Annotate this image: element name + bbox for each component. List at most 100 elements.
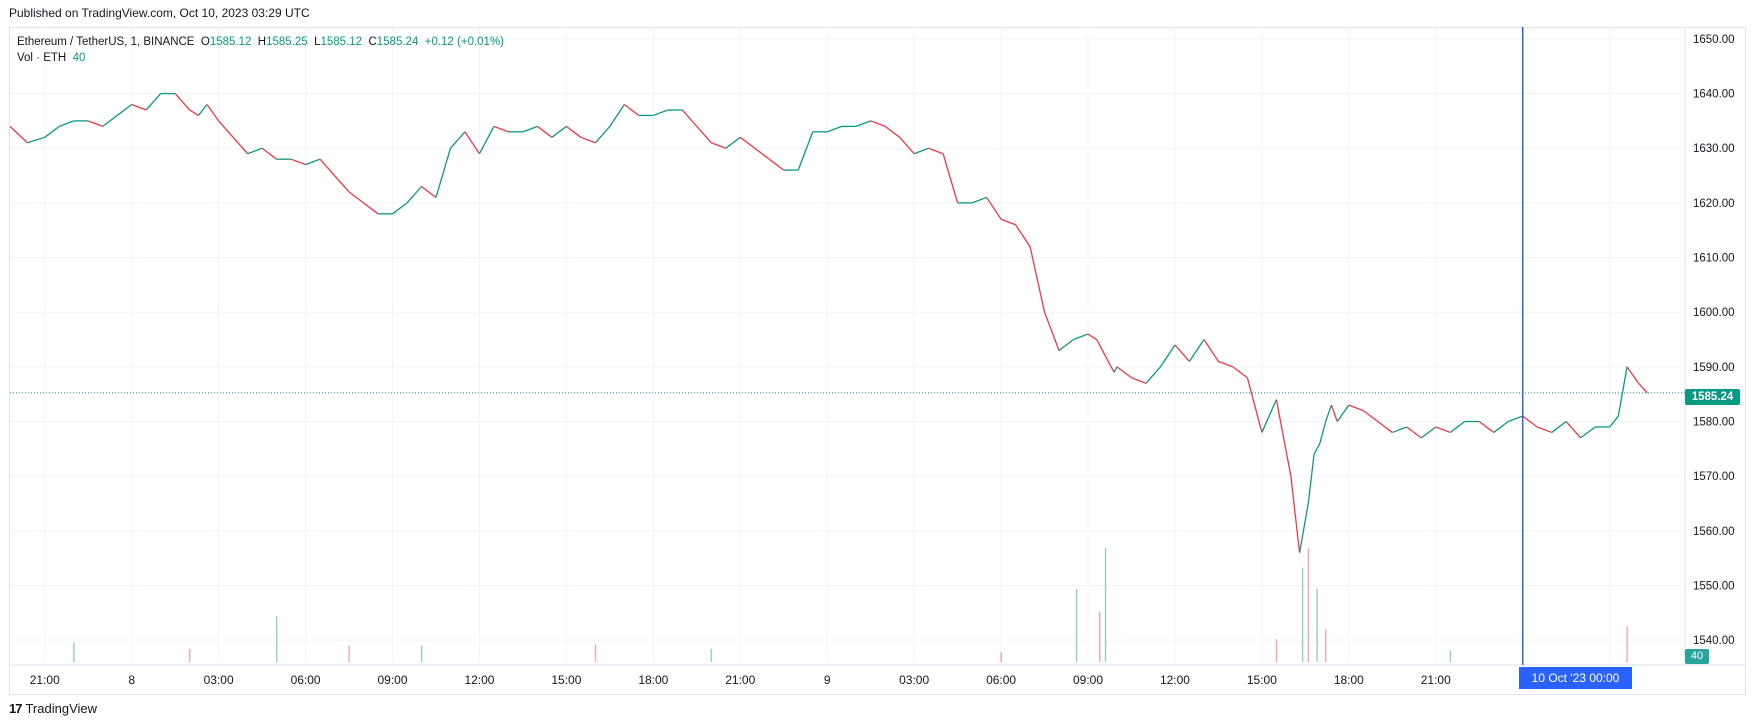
price-segment (1435, 426, 1451, 434)
chart-frame[interactable] (9, 27, 1746, 695)
price-segment (131, 103, 147, 111)
legend-close-label: C (368, 36, 377, 48)
price-segment (305, 158, 321, 166)
chart-legend: Ethereum / TetherUS, 1, BINANCE O1585.12… (17, 34, 504, 66)
price-segment (1617, 366, 1628, 417)
price-segment (1145, 366, 1161, 384)
price-segment (870, 120, 886, 127)
volume-bar (1316, 588, 1318, 662)
y-tick-label: 1600.00 (1693, 307, 1735, 319)
price-segment (884, 125, 901, 138)
volume-bar (1301, 567, 1304, 662)
price-segment (1307, 454, 1315, 504)
price-segment (1218, 360, 1234, 368)
price-segment (421, 185, 437, 198)
volume-bar (594, 644, 597, 662)
price-segment (1131, 377, 1147, 384)
volume-tag: 40 (1685, 649, 1709, 664)
x-tick-label: 12:00 (464, 673, 494, 687)
legend-low: 1585.12 (320, 36, 363, 48)
published-note: Published on TradingView.com, Oct 10, 20… (9, 6, 310, 20)
last-price-tag: 1585.24 (1685, 389, 1740, 405)
price-segment (261, 147, 278, 160)
price-segment (232, 136, 249, 155)
x-tick-label: 06:00 (986, 673, 1016, 687)
price-segment (609, 104, 625, 127)
x-tick-label: 03:00 (204, 673, 234, 687)
price-segment (449, 131, 466, 149)
legend-high-label: H (257, 36, 267, 48)
x-tick-label: 09:00 (1073, 673, 1103, 687)
price-segment (711, 142, 727, 149)
y-tick-label: 1640.00 (1693, 89, 1735, 101)
price-segment (1377, 420, 1393, 433)
price-segment (1565, 421, 1582, 439)
price-segment (1313, 443, 1321, 455)
x-tick-label: 09:00 (378, 673, 408, 687)
x-tick-label: 15:00 (1247, 673, 1277, 687)
price-segment (493, 125, 509, 133)
price-segment (319, 158, 336, 176)
price-segment (754, 147, 770, 160)
legend-high: 1585.25 (266, 36, 308, 48)
x-tick-label: 15:00 (551, 673, 581, 687)
price-segment (334, 175, 350, 193)
legend-volume-value: 40 (72, 52, 86, 64)
price-segment (1029, 246, 1046, 313)
price-segment (1626, 366, 1640, 384)
volume-bar (420, 645, 423, 662)
price-segment (826, 125, 842, 133)
legend-main-row: Ethereum / TetherUS, 1, BINANCE O1585.12… (17, 34, 504, 50)
legend-low-label: L (314, 36, 321, 48)
legend-volume-row: Vol · ETH 40 (17, 50, 504, 66)
price-segment (1015, 224, 1031, 247)
price-segment (1058, 339, 1074, 351)
tradingview-logo[interactable]: 17 TradingView (9, 701, 97, 716)
price-segment (928, 147, 944, 155)
legend-open: 1585.12 (209, 36, 252, 48)
price-segment (1319, 421, 1327, 444)
y-tick-label: 1650.00 (1693, 34, 1735, 46)
price-segment (1104, 355, 1115, 373)
x-tick-label: 12:00 (1160, 673, 1190, 687)
price-segment (1580, 426, 1596, 439)
x-tick-label: 18:00 (638, 673, 668, 687)
price-segment (1536, 426, 1552, 434)
volume-bar (276, 616, 278, 662)
price-segment (971, 196, 987, 204)
price-segment (290, 158, 306, 166)
price-segment (363, 202, 379, 215)
price-segment (1043, 311, 1060, 351)
price-segment (855, 120, 871, 127)
price-segment (580, 136, 596, 144)
legend-change: +0.12 (+0.01%) (424, 36, 505, 48)
volume-bar (1104, 548, 1107, 662)
price-segment (1638, 382, 1648, 394)
price-segment (1362, 410, 1379, 423)
price-segment (1609, 415, 1619, 428)
volume-bar (1275, 639, 1278, 662)
price-segment (1290, 476, 1301, 553)
crosshair-date-label: 10 Oct '23 00:00 (1519, 667, 1632, 689)
price-segment (942, 153, 959, 204)
volume-bar (710, 649, 713, 662)
volume-bar (1075, 588, 1078, 662)
price-segment (44, 125, 60, 138)
price-segment (1096, 339, 1106, 357)
price-segment (566, 125, 582, 138)
x-tick-label: 9 (824, 673, 831, 687)
tradingview-logo-icon: 17 (9, 701, 23, 716)
y-tick-label: 1620.00 (1693, 198, 1735, 210)
price-segment (247, 147, 263, 155)
volume-bar (73, 642, 75, 662)
volume-bar (1626, 626, 1628, 662)
price-segment (1113, 366, 1118, 373)
x-tick-label: 21:00 (725, 673, 755, 687)
price-segment (1073, 333, 1089, 341)
price-segment (116, 103, 133, 116)
price-segment (1406, 426, 1422, 439)
x-tick-label: 06:00 (291, 673, 321, 687)
legend-volume-label: Vol · ETH (17, 52, 67, 64)
volume-bar (348, 645, 350, 662)
